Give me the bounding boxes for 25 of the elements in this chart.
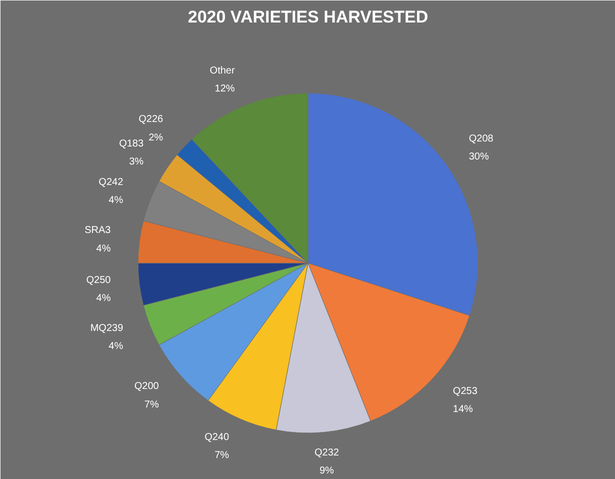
slice-label: Q208 — [468, 133, 494, 144]
slice-label: Q250 — [86, 274, 112, 286]
slice-label: Q226 — [138, 114, 164, 126]
data-label: 9% — [319, 466, 334, 477]
data-label: 7% — [144, 399, 159, 410]
data-label: 14% — [452, 404, 474, 415]
data-label: 4% — [108, 195, 124, 206]
slice-label: Q183 — [119, 138, 144, 150]
chart-title: 2020 VARIETIES HARVESTED — [188, 8, 428, 26]
slice-label: Q242 — [98, 176, 124, 188]
data-label: 12% — [214, 84, 235, 95]
data-label: 4% — [96, 243, 111, 254]
slice-label: SRA3 — [84, 225, 112, 236]
data-label: 30% — [468, 152, 489, 163]
slice-label: Q232 — [314, 448, 340, 458]
slice-label: Other — [210, 66, 236, 77]
slice-label: Q200 — [134, 381, 160, 392]
data-label: 7% — [214, 450, 230, 462]
data-label: 4% — [108, 341, 124, 352]
data-label: 3% — [129, 156, 144, 168]
data-label: 4% — [96, 293, 111, 304]
slice-label: Q240 — [204, 432, 230, 444]
slice-label: Q253 — [452, 386, 478, 397]
slice-label: MQ239 — [90, 323, 124, 334]
data-label: 2% — [148, 132, 164, 144]
